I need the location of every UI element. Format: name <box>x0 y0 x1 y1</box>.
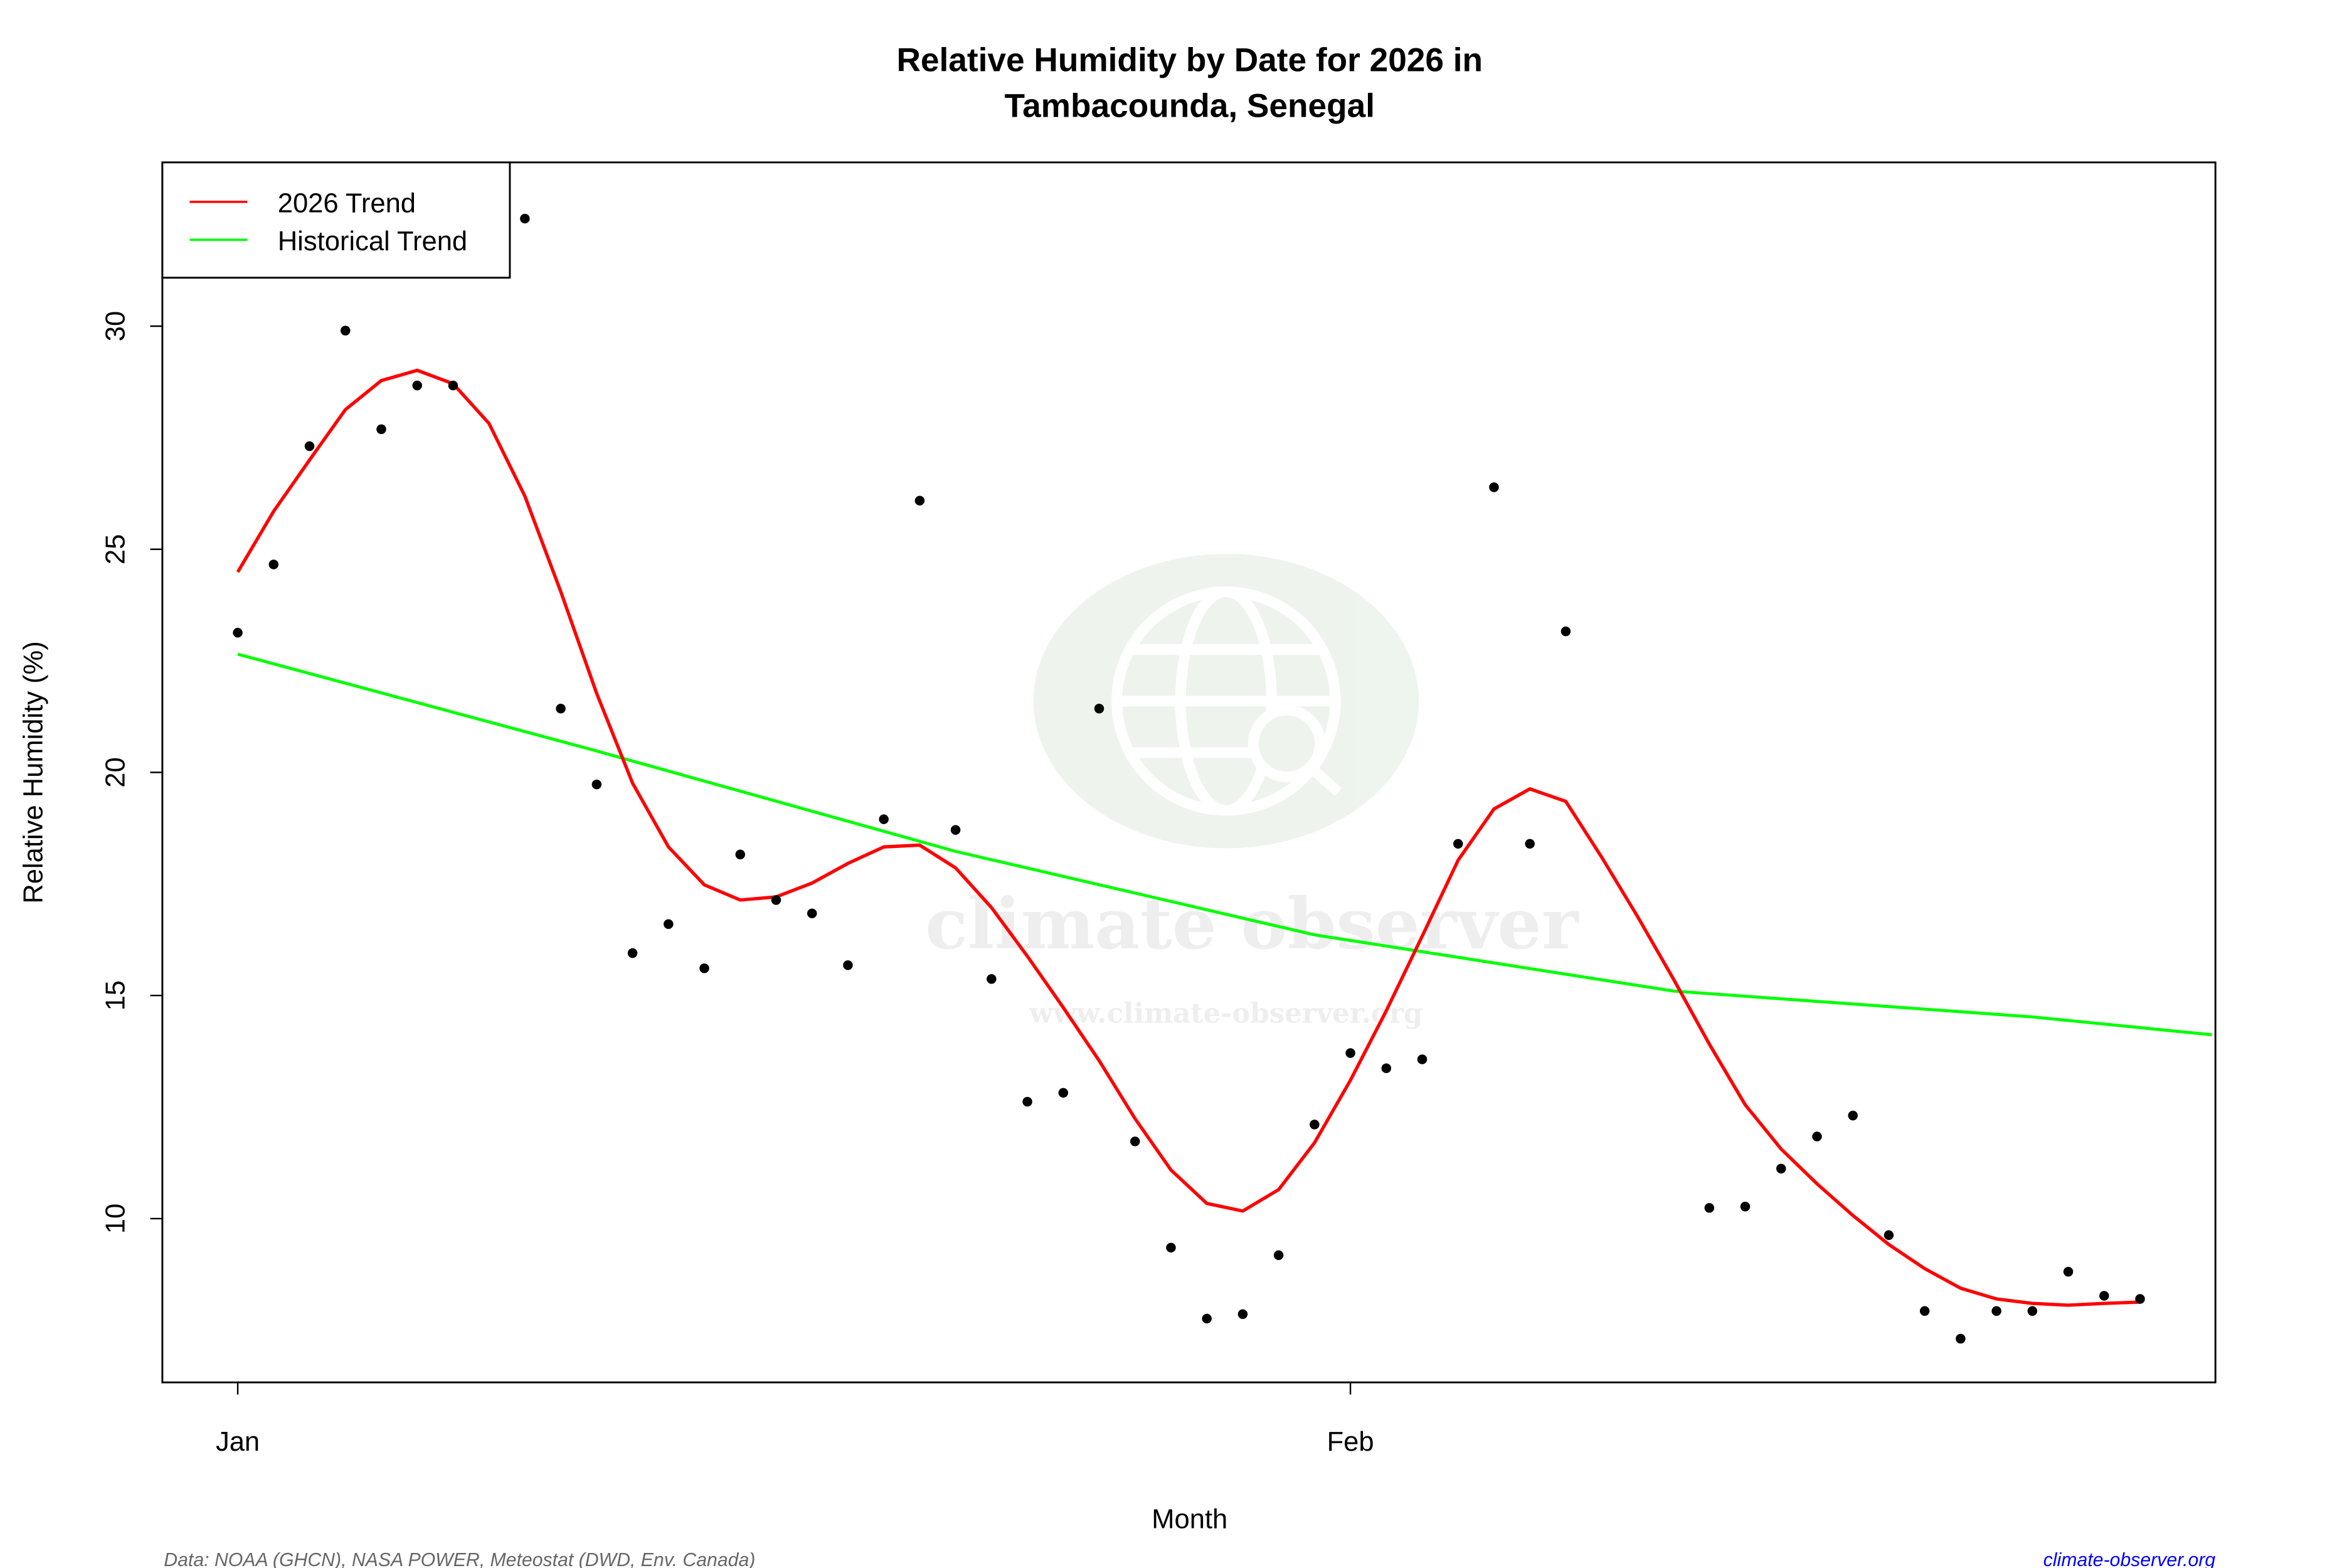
trend-2026-line <box>236 368 2141 1307</box>
y-tick-label: 15 <box>100 980 130 1010</box>
data-point <box>1489 482 1499 492</box>
data-point <box>1273 1250 1284 1261</box>
data-point <box>1704 1203 1715 1213</box>
data-point <box>735 849 745 860</box>
data-point <box>1560 626 1571 637</box>
data-point <box>1202 1313 1212 1324</box>
data-point <box>1919 1306 1930 1316</box>
data-point <box>1848 1110 1858 1121</box>
data-point <box>843 960 853 970</box>
data-point <box>268 559 279 569</box>
globe-search-icon <box>1111 586 1342 816</box>
y-tick-label: 25 <box>100 534 130 564</box>
data-point <box>914 495 925 506</box>
historical-trend-line <box>237 652 2212 1037</box>
data-point <box>1453 839 1463 849</box>
data-point <box>1345 1048 1355 1058</box>
legend-label-2026: 2026 Trend <box>278 189 416 219</box>
data-point <box>1883 1230 1894 1241</box>
data-point <box>664 919 674 930</box>
data-point <box>376 424 386 435</box>
data-point <box>1058 1088 1069 1098</box>
data-point <box>1812 1131 1822 1142</box>
data-point <box>1956 1333 1966 1344</box>
data-point <box>950 825 961 835</box>
data-point <box>1310 1120 1320 1130</box>
data-point <box>1740 1202 1751 1212</box>
data-point <box>879 814 889 824</box>
observed-points <box>233 213 2145 1344</box>
data-point <box>412 380 422 391</box>
x-axis-label: Month <box>1152 1504 1227 1534</box>
footer-source: Data: NOAA (GHCN), NASA POWER, Meteostat… <box>164 1550 755 1568</box>
data-point <box>520 213 530 224</box>
data-point <box>807 908 817 919</box>
data-point <box>627 948 638 958</box>
chart-title-line2: Tambacounda, Senegal <box>1005 87 1375 124</box>
data-point <box>1237 1309 1248 1319</box>
y-axis: 10 15 20 25 30 <box>100 311 164 1234</box>
y-axis-label: Relative Humidity (%) <box>19 641 49 903</box>
footer-site-link[interactable]: climate-observer.org <box>2043 1550 2216 1568</box>
data-point <box>448 380 458 391</box>
data-point <box>1991 1306 2001 1316</box>
data-point <box>1525 839 1535 849</box>
data-point <box>1094 704 1104 714</box>
y-tick-label: 10 <box>100 1204 130 1234</box>
data-point <box>1022 1096 1032 1107</box>
chart-title-line1: Relative Humidity by Date for 2026 in <box>896 42 1483 79</box>
data-point <box>1776 1163 1786 1174</box>
data-point <box>2027 1306 2038 1316</box>
x-tick-label: Feb <box>1327 1427 1374 1457</box>
watermark-name: climate observer <box>925 884 1579 965</box>
data-point <box>556 704 566 714</box>
data-point <box>340 326 351 336</box>
data-point <box>1417 1054 1428 1064</box>
data-point <box>1166 1242 1176 1253</box>
data-point <box>2135 1294 2145 1304</box>
data-point <box>2063 1266 2074 1277</box>
data-point <box>699 963 709 973</box>
y-tick-label: 20 <box>100 757 130 787</box>
x-axis: Jan Feb <box>216 1381 1374 1457</box>
watermark-url: www.climate-observer.org <box>1029 998 1422 1030</box>
data-point <box>1130 1136 1140 1147</box>
x-tick-label: Jan <box>216 1427 260 1457</box>
trend-lines <box>236 368 2212 1307</box>
data-point <box>233 628 243 638</box>
data-point <box>987 974 997 984</box>
legend-label-historical: Historical Trend <box>278 226 467 257</box>
data-point <box>771 895 781 905</box>
y-tick-label: 30 <box>100 311 130 341</box>
data-point <box>2099 1291 2109 1301</box>
data-point <box>591 779 602 790</box>
watermark: climate observer www.climate-observer.or… <box>925 554 1579 1030</box>
legend: 2026 Trend Historical Trend <box>161 161 511 279</box>
data-point <box>1381 1063 1392 1073</box>
data-point <box>304 441 315 452</box>
